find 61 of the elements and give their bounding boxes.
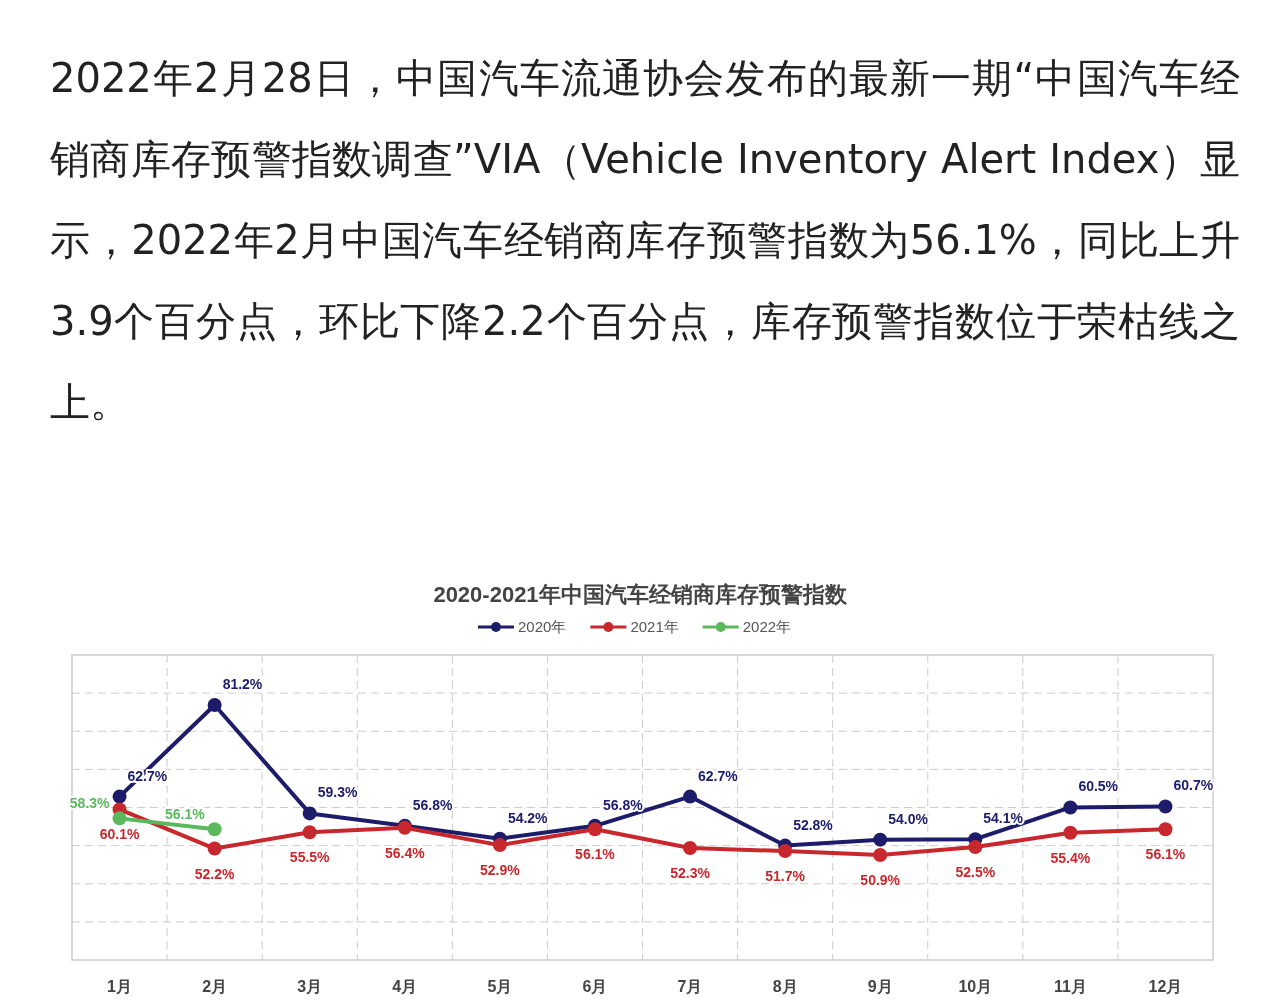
data-label: 60.7% bbox=[1173, 777, 1214, 794]
x-tick-label: 7月 bbox=[677, 978, 703, 995]
point bbox=[683, 789, 698, 804]
x-tick-label: 3月 bbox=[297, 978, 323, 995]
point bbox=[207, 841, 222, 856]
data-label: 54.1% bbox=[983, 810, 1024, 827]
x-tick-label: 4月 bbox=[392, 978, 418, 995]
data-label: 56.4% bbox=[384, 844, 426, 861]
data-label: 56.1% bbox=[164, 806, 206, 823]
chart-title: 2020-2021年中国汽车经销商库存预警指数 bbox=[433, 582, 848, 607]
data-label: 54.0% bbox=[888, 810, 929, 827]
legend-label: 2021年 bbox=[630, 618, 679, 635]
data-label: 55.5% bbox=[289, 849, 331, 866]
data-label: 81.2% bbox=[222, 676, 263, 692]
point bbox=[112, 789, 127, 804]
data-label: 58.3% bbox=[69, 795, 111, 812]
x-tick-label: 2月 bbox=[202, 978, 228, 995]
point bbox=[302, 825, 317, 840]
point bbox=[207, 822, 222, 837]
x-tick-label: 5月 bbox=[487, 978, 513, 995]
point bbox=[1063, 825, 1078, 840]
point bbox=[778, 844, 793, 859]
data-label: 56.8% bbox=[412, 796, 454, 813]
data-label: 56.8% bbox=[602, 796, 644, 813]
x-tick-label: 9月 bbox=[867, 978, 893, 995]
data-label: 56.1% bbox=[1145, 846, 1186, 863]
data-label: 52.8% bbox=[793, 816, 834, 833]
point bbox=[587, 822, 602, 837]
data-label: 52.9% bbox=[480, 862, 521, 879]
point bbox=[207, 698, 222, 712]
data-label: 52.2% bbox=[194, 865, 236, 882]
x-tick-label: 10月 bbox=[958, 978, 993, 995]
x-tick-label: 8月 bbox=[772, 978, 798, 995]
text: 2022年2月28日，中国汽车流通协会发布的最新一期“中国汽车经销商库存预警指数调查”VIA（Vehicle Inventory Alert Index）显示，2022年2月中国汽车经销商库存预警指数为56.1%，同比上升3.9个百分点，环比下降2.2个百分点，库存预警指数位于荣枯线之上。 bbox=[50, 54, 1240, 427]
data-label: 50.9% bbox=[860, 872, 901, 888]
data-label: 60.1% bbox=[99, 826, 140, 843]
x-tick-label: 11月 bbox=[1053, 978, 1087, 995]
x-tick-label: 6月 bbox=[582, 978, 608, 995]
data-label: 52.5% bbox=[955, 864, 996, 881]
point bbox=[873, 848, 888, 862]
data-label: 60.5% bbox=[1078, 778, 1119, 795]
x-tick-label: 12月 bbox=[1148, 978, 1183, 995]
legend-label: 2022年 bbox=[742, 618, 792, 635]
point bbox=[1063, 800, 1078, 815]
legend-label: 2020年 bbox=[518, 618, 567, 635]
data-label: 52.3% bbox=[670, 865, 711, 882]
x-tick-label: 1月 bbox=[107, 978, 132, 995]
point bbox=[873, 832, 888, 847]
data-label: 59.3% bbox=[317, 784, 358, 801]
point bbox=[968, 840, 983, 855]
point bbox=[112, 811, 127, 826]
point bbox=[492, 838, 507, 853]
data-label: 54.2% bbox=[507, 809, 549, 826]
data-label: 62.7% bbox=[698, 767, 739, 784]
point bbox=[1158, 799, 1173, 814]
point bbox=[683, 841, 698, 856]
point bbox=[1158, 822, 1173, 837]
data-label: 55.4% bbox=[1050, 849, 1091, 866]
point bbox=[302, 806, 317, 821]
data-label: 51.7% bbox=[765, 868, 806, 885]
data-label: 56.1% bbox=[575, 846, 616, 863]
